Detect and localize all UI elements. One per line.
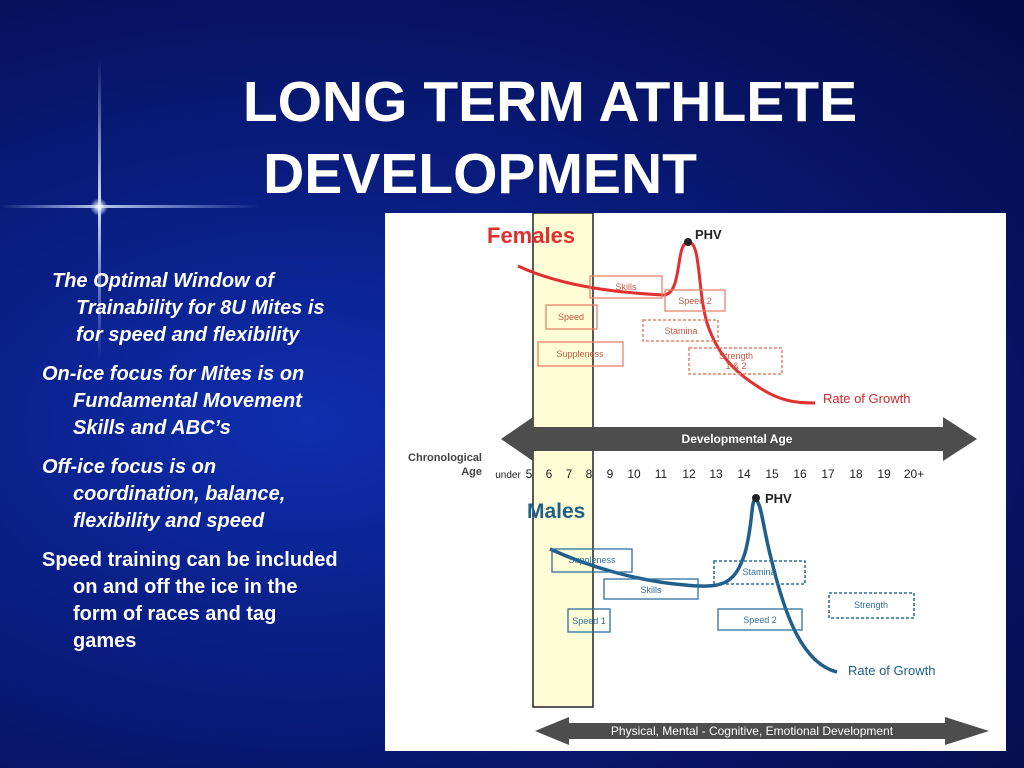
age-tick-labels: under 5 6 7 8 9 10 11 12 13 14 15 16 17 18 19 20+ bbox=[495, 467, 924, 481]
bullet-on-ice-focus: On-ice focus for Mites is on Fundamental… bbox=[42, 363, 305, 439]
male-speed1-label: Speed 1 bbox=[572, 616, 606, 626]
title-line-2: DEVELOPMENT bbox=[263, 142, 697, 206]
title-line-1: LONG TERM ATHLETE bbox=[242, 70, 858, 134]
male-rate-of-growth-label: Rate of Growth bbox=[848, 663, 935, 678]
female-growth-curve bbox=[517, 240, 816, 405]
age-tick-5: 5 bbox=[526, 467, 533, 481]
male-strength-box bbox=[828, 592, 915, 619]
females-label: Females bbox=[487, 223, 575, 248]
bullet-optimal-window: The Optimal Window of Trainability for 8… bbox=[52, 270, 325, 346]
age-tick-10: 10 bbox=[627, 467, 641, 481]
female-speed-box bbox=[545, 304, 598, 330]
age-tick-13: 13 bbox=[709, 467, 723, 481]
female-rate-of-growth-label: Rate of Growth bbox=[823, 391, 910, 406]
bullet-speed-training: Speed training can be included on and of… bbox=[42, 549, 338, 652]
age-tick-6: 6 bbox=[546, 467, 553, 481]
male-stamina-label: Stamina bbox=[742, 567, 775, 577]
ltad-diagram: Females PHV Rate of Growth Skills Speed … bbox=[408, 213, 989, 745]
age-tick-18: 18 bbox=[849, 467, 863, 481]
age-tick-19: 19 bbox=[877, 467, 891, 481]
male-suppleness-box bbox=[551, 548, 633, 573]
male-speed2-label: Speed 2 bbox=[743, 615, 777, 625]
male-speed1-box bbox=[567, 608, 611, 633]
male-speed2-box bbox=[717, 608, 803, 631]
female-phv-dot bbox=[684, 238, 692, 246]
male-phv-label: PHV bbox=[765, 491, 792, 506]
developmental-age-label: Developmental Age bbox=[682, 432, 793, 446]
female-skills-box bbox=[589, 275, 663, 299]
lens-flare-center bbox=[90, 198, 108, 216]
age-tick-17: 17 bbox=[821, 467, 835, 481]
male-strength-label: Strength bbox=[854, 600, 888, 610]
chronological-label-1: Chronological bbox=[408, 452, 482, 464]
female-speed-label: Speed bbox=[558, 312, 584, 322]
males-label: Males bbox=[527, 500, 585, 523]
bullet-list: The Optimal Window of Trainability for 8… bbox=[42, 268, 342, 667]
female-phv-label: PHV bbox=[695, 227, 722, 242]
female-suppleness-label: Suppleness bbox=[556, 349, 604, 359]
female-strength-label-1: Strength bbox=[719, 351, 753, 361]
slide-title: LONG TERM ATHLETE DEVELOPMENT bbox=[150, 66, 950, 210]
age-tick-under: under bbox=[495, 470, 521, 481]
female-strength-label-2: 1 & 2 bbox=[725, 361, 746, 371]
female-speed2-label: Speed 2 bbox=[678, 296, 712, 306]
age-tick-9: 9 bbox=[607, 467, 614, 481]
age-tick-15: 15 bbox=[765, 467, 779, 481]
female-suppleness-box bbox=[537, 341, 624, 367]
age-tick-16: 16 bbox=[793, 467, 807, 481]
age-tick-12: 12 bbox=[682, 467, 696, 481]
bullet-off-ice-focus: Off-ice focus is on coordination, balanc… bbox=[42, 456, 286, 532]
female-skills-label: Skills bbox=[615, 282, 637, 292]
age-tick-14: 14 bbox=[737, 467, 751, 481]
male-stamina-box bbox=[713, 560, 806, 585]
ltad-figure: Females PHV Rate of Growth Skills Speed … bbox=[385, 213, 1006, 751]
development-arrow bbox=[535, 717, 989, 745]
age-tick-7: 7 bbox=[566, 467, 573, 481]
chronological-label-2: Age bbox=[461, 466, 482, 478]
developmental-age-arrow bbox=[501, 417, 977, 461]
male-skills-box bbox=[603, 578, 699, 600]
age-tick-11: 11 bbox=[655, 467, 668, 481]
female-stamina-box bbox=[642, 319, 719, 342]
lens-flare-horizontal bbox=[0, 205, 260, 208]
female-stamina-label: Stamina bbox=[664, 326, 697, 336]
development-arrow-label: Physical, Mental - Cognitive, Emotional … bbox=[611, 724, 894, 738]
female-speed2-box bbox=[664, 289, 726, 312]
male-suppleness-label: Suppleness bbox=[568, 555, 616, 565]
male-phv-dot bbox=[752, 494, 760, 502]
age-tick-8: 8 bbox=[586, 467, 593, 481]
male-growth-curve bbox=[549, 498, 838, 674]
male-skills-label: Skills bbox=[640, 585, 662, 595]
female-strength-box bbox=[688, 347, 783, 375]
age-tick-20-plus: 20+ bbox=[904, 467, 924, 481]
